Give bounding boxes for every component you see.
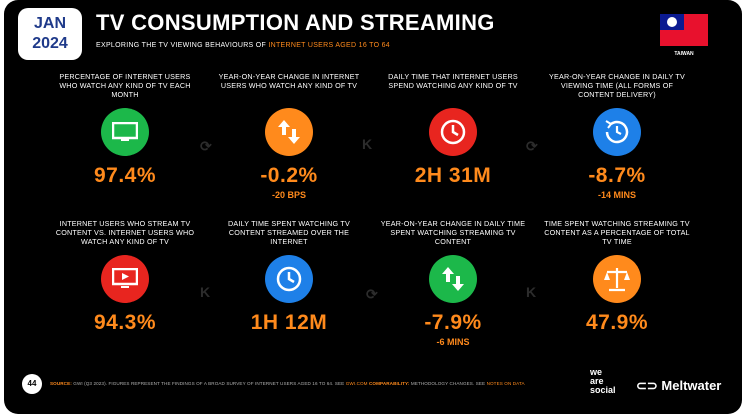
clock-refresh-icon [593,108,641,156]
stat-value: -7.9% [424,311,482,334]
watermark-icon: ⟳ [366,286,378,302]
stat-tv-time-yoy: YEAR-ON-YEAR CHANGE IN DAILY TV VIEWING … [542,72,692,200]
meltwater-logo: ⊂⊃ Meltwater [636,378,721,394]
stat-label: DAILY TIME THAT INTERNET USERS SPEND WAT… [388,72,518,90]
stat-label: PERCENTAGE OF INTERNET USERS WHO WATCH A… [59,72,191,99]
subtitle-highlight: INTERNET USERS AGED 16 TO 64 [268,42,390,49]
stat-value: -8.7% [588,164,646,187]
footer-source: SOURCE: GWI (Q3 2023). FIGURES REPRESENT… [50,381,525,386]
scales-icon [593,255,641,303]
stat-tv-users-yoy: YEAR-ON-YEAR CHANGE IN INTERNET USERS WH… [214,72,364,200]
tv-icon [101,108,149,156]
watermark-icon: ⟳ [200,138,212,154]
date-badge: JAN 2024 [18,8,82,60]
subtitle-text: EXPLORING THE TV VIEWING BEHAVIOURS OF [96,42,269,49]
brand-line-1: we [590,367,603,377]
we-are-social-logo: we are social [590,368,616,395]
stat-label: YEAR-ON-YEAR CHANGE IN DAILY TV VIEWING … [548,72,685,99]
stat-sub-value: -14 MINS [597,190,636,200]
date-year: 2024 [32,35,68,52]
meltwater-icon: ⊂⊃ [636,378,662,393]
stat-label: INTERNET USERS WHO STREAM TV CONTENT vs.… [55,219,195,246]
page-title: TV CONSUMPTION AND STREAMING [96,10,495,35]
stat-value: 97.4% [93,164,157,187]
watermark-icon: ⟳ [526,138,538,154]
flag-canton [660,14,684,30]
clock-icon [265,255,313,303]
meltwater-text: Meltwater [661,378,722,393]
brand-line-3: social [590,385,616,395]
watermark-icon: K [362,136,373,152]
stat-label: YEAR-ON-YEAR CHANGE IN INTERNET USERS WH… [218,72,360,90]
taiwan-flag-icon [660,14,708,46]
source-text: GWI (Q3 2023). FIGURES REPRESENT THE FIN… [71,381,346,386]
clock-icon [429,108,477,156]
stat-value: 2H 31M [414,164,492,187]
watermark-icon: K [526,284,537,300]
stat-tv-users: PERCENTAGE OF INTERNET USERS WHO WATCH A… [50,72,200,188]
comparability-label: COMPARABILITY: [367,381,410,386]
stat-daily-tv-time: DAILY TIME THAT INTERNET USERS SPEND WAT… [378,72,528,188]
page-subtitle: EXPLORING THE TV VIEWING BEHAVIOURS OF I… [96,42,390,49]
source-label: SOURCE: [50,381,72,386]
slide: JAN 2024 TV CONSUMPTION AND STREAMING EX… [4,0,742,414]
stat-label: DAILY TIME SPENT WATCHING TV CONTENT STR… [228,219,350,246]
stat-value: -0.2% [260,164,318,187]
up-down-arrows-icon [429,255,477,303]
country-label: TAIWAN [674,51,694,57]
stat-streaming-time-yoy: YEAR-ON-YEAR CHANGE IN DAILY TIME SPENT … [378,219,528,347]
stat-label: YEAR-ON-YEAR CHANGE IN DAILY TIME SPENT … [380,219,526,246]
watermark-icon: K [200,284,211,300]
stat-sub-value: -6 MINS [436,337,470,347]
stat-sub-value: -20 BPS [271,190,306,200]
stat-streaming-percentage: TIME SPENT WATCHING STREAMING TV CONTENT… [542,219,692,335]
stat-label: TIME SPENT WATCHING STREAMING TV CONTENT… [544,219,690,246]
flag-sun [667,17,677,27]
brand-line-2: are [590,376,604,386]
source-link[interactable]: GWI.COM [345,381,368,386]
stat-value: 47.9% [585,311,649,334]
notes-on-data-link[interactable]: NOTES ON DATA [486,381,525,386]
stat-value: 1H 12M [250,311,328,334]
stat-streaming-time: DAILY TIME SPENT WATCHING TV CONTENT STR… [214,219,364,335]
date-month: JAN [33,15,66,32]
up-down-arrows-icon [265,108,313,156]
streaming-tv-icon [101,255,149,303]
comparability-text: METHODOLOGY CHANGES. SEE [409,381,487,386]
page-number: 44 [22,374,42,394]
stat-value: 94.3% [93,311,157,334]
stat-streaming-share: INTERNET USERS WHO STREAM TV CONTENT vs.… [50,219,200,335]
